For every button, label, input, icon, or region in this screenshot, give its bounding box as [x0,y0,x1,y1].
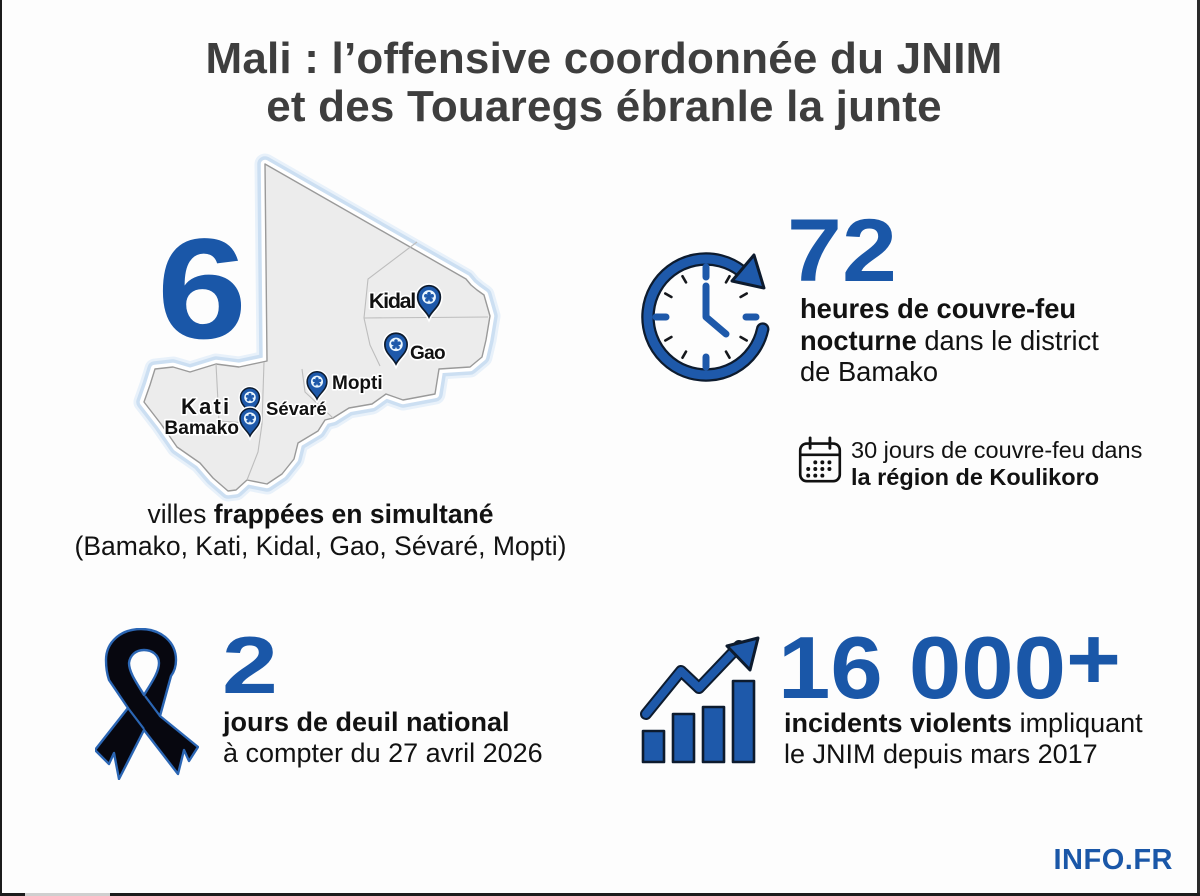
svg-text:Bamako: Bamako [164,418,239,439]
svg-text:Sévaré: Sévaré [266,398,327,419]
svg-text:Kidal: Kidal [369,289,415,313]
svg-text:Gao: Gao [410,343,445,364]
svg-text:Mopti: Mopti [332,373,383,394]
svg-text:Kati: Kati [181,394,231,419]
